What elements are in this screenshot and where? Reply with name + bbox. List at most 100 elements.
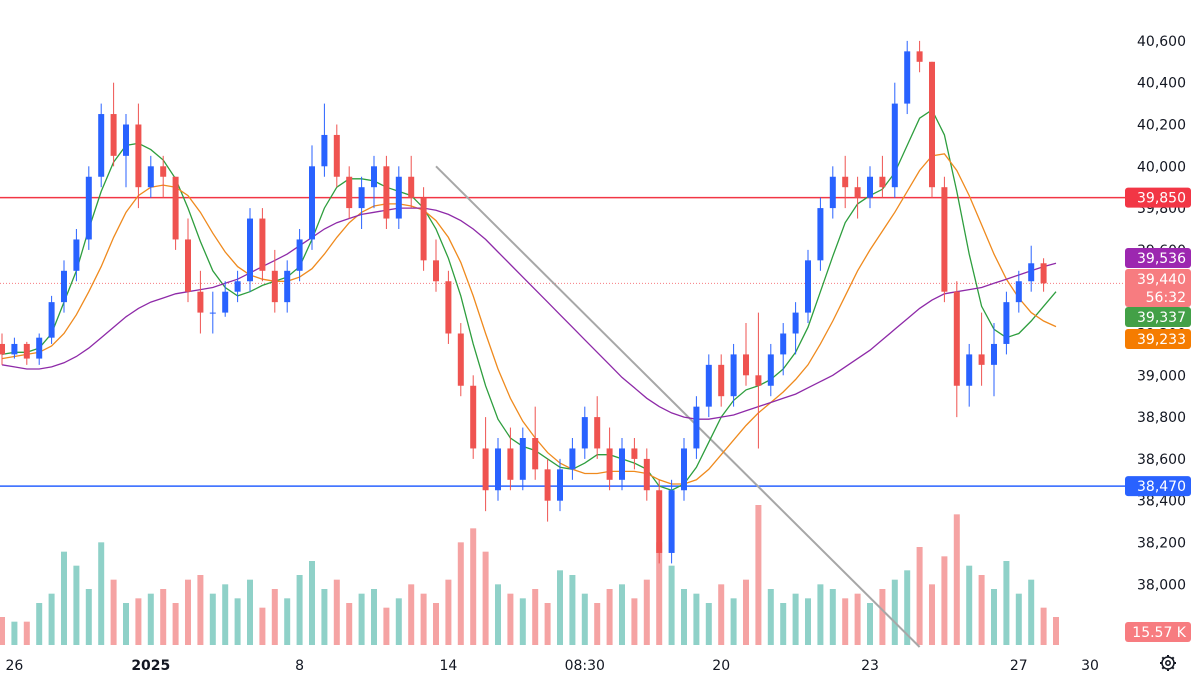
volume-bar xyxy=(433,603,439,645)
candle xyxy=(594,396,601,459)
candle xyxy=(829,166,836,219)
candle xyxy=(643,448,650,501)
candle xyxy=(780,323,787,376)
candle xyxy=(681,438,687,501)
volume-bar xyxy=(668,565,675,645)
volume-bar xyxy=(780,603,787,645)
volume-bar xyxy=(222,584,229,645)
volume-bar xyxy=(333,579,340,645)
price-tags: 39,850 38,470 39,536 39,440 56:32 39,337 39,23… xyxy=(1125,187,1191,642)
volume-bar xyxy=(271,589,278,645)
candle xyxy=(532,406,539,480)
volume-bar xyxy=(98,542,105,645)
candle xyxy=(433,239,439,292)
candle xyxy=(805,249,811,324)
volume-bar xyxy=(284,598,291,645)
candle xyxy=(185,218,191,303)
price-tick-label: 38,800 xyxy=(1137,410,1186,426)
time-tick-label: 08:30 xyxy=(565,658,605,674)
candle xyxy=(296,229,303,282)
candle xyxy=(767,343,774,397)
svg-text:38,470: 38,470 xyxy=(1137,479,1186,495)
volume-bar xyxy=(85,589,92,645)
volume-bar xyxy=(110,579,117,645)
volume-bar xyxy=(991,589,997,645)
price-tick-label: 38,200 xyxy=(1137,536,1186,552)
volume-bar xyxy=(11,621,18,645)
volume-bar xyxy=(817,584,824,645)
candle xyxy=(234,270,241,303)
trend-line[interactable] xyxy=(435,165,921,648)
volume-bar xyxy=(656,542,663,645)
candle xyxy=(631,438,638,470)
price-tick-label: 40,600 xyxy=(1137,34,1186,50)
volume-bar xyxy=(160,589,167,645)
volume-bar xyxy=(1015,593,1022,645)
candle xyxy=(271,249,278,313)
volume-bar xyxy=(309,561,315,645)
volume-bar xyxy=(1040,607,1047,645)
candle xyxy=(346,166,353,219)
candle xyxy=(891,82,898,198)
volume-bar xyxy=(470,528,477,645)
volume-bar xyxy=(755,505,762,645)
candle xyxy=(482,417,489,512)
svg-text:39,850: 39,850 xyxy=(1137,191,1186,207)
volume-bar xyxy=(705,603,712,645)
volume-bar xyxy=(172,603,179,645)
volume-bar xyxy=(495,584,501,645)
volume-bar xyxy=(209,593,216,645)
volume-bar xyxy=(693,593,700,645)
candle xyxy=(495,438,501,501)
volume-bar xyxy=(594,603,601,645)
volume-bar xyxy=(371,589,377,645)
candle xyxy=(358,176,365,229)
candle xyxy=(953,281,960,418)
candle xyxy=(656,479,663,564)
candle xyxy=(941,176,948,303)
candle xyxy=(470,375,477,459)
volume-bar xyxy=(395,598,402,645)
candle xyxy=(904,40,911,115)
volume-bar xyxy=(792,593,799,645)
volume-bar xyxy=(904,570,911,645)
volume-bar xyxy=(854,593,861,645)
volume-bar xyxy=(507,593,514,645)
time-tick-label: 23 xyxy=(861,658,879,674)
volume-bar xyxy=(482,551,489,645)
candle xyxy=(457,323,464,397)
candle xyxy=(730,343,737,407)
candle xyxy=(371,155,377,209)
candle xyxy=(309,145,315,250)
time-tick-label: 14 xyxy=(439,658,457,674)
candle xyxy=(1028,245,1035,292)
candle xyxy=(333,124,340,188)
volume-bar xyxy=(358,593,365,645)
volume-bar xyxy=(867,603,873,645)
time-tick-label: 30 xyxy=(1081,658,1099,674)
volume-bar xyxy=(197,575,204,645)
volume-bar xyxy=(631,598,638,645)
candle xyxy=(23,341,30,365)
candle xyxy=(147,155,154,198)
candle xyxy=(259,208,266,282)
candle xyxy=(222,281,229,317)
candle xyxy=(966,343,973,407)
volume-bar xyxy=(730,598,737,645)
candle xyxy=(879,155,886,198)
time-axis[interactable]: 26 2025 8 14 08:30 20 23 27 30 xyxy=(5,658,1098,674)
price-tick-label: 38,000 xyxy=(1137,577,1186,593)
volume-bar xyxy=(123,603,129,645)
trend-line-layer xyxy=(435,165,921,648)
volume-bar xyxy=(619,584,625,645)
gear-icon[interactable] xyxy=(1160,655,1176,671)
candle xyxy=(755,312,762,449)
volume-bar xyxy=(916,547,923,645)
svg-text:39,337: 39,337 xyxy=(1137,310,1186,326)
volume-bar xyxy=(891,579,898,645)
volume-bar xyxy=(247,579,253,645)
price-tick-label: 38,600 xyxy=(1137,452,1186,468)
moving-average-line xyxy=(1,108,1057,492)
candle xyxy=(718,354,725,407)
